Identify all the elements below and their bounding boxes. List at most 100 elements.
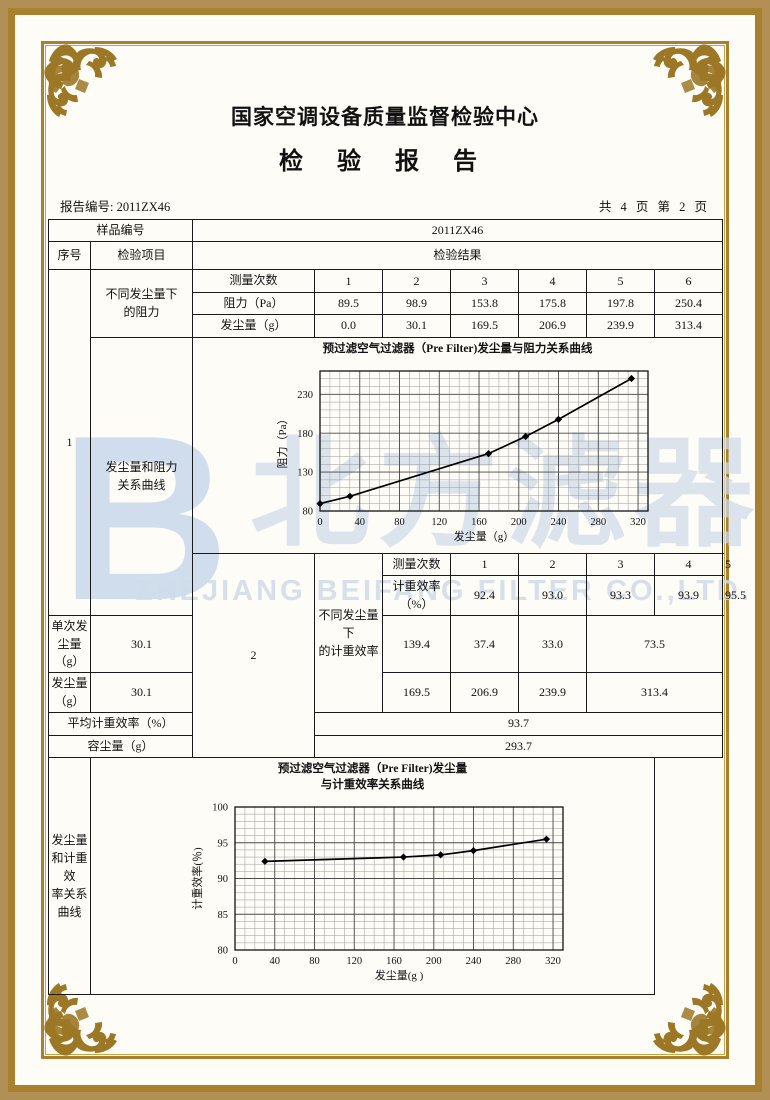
row-label-dust-capacity: 容尘量（g） xyxy=(47,734,194,758)
table-row: 1 不同发尘量下 的阻力 测量次数 1 2 3 4 5 6 xyxy=(48,269,724,617)
row-label-avg-efficiency: 平均计重效率（%） xyxy=(47,712,194,736)
row-label-count: 测量次数 xyxy=(192,269,316,293)
row-label-efficiency: 计重效率（%） xyxy=(382,575,452,617)
table-row-sample: 样品编号 2011ZX46 xyxy=(47,218,724,243)
seq-value-2: 2 xyxy=(192,553,316,758)
svg-text:阻力（Pa）: 阻力（Pa） xyxy=(276,414,289,469)
table-row: 平均计重效率（%） 93.7 xyxy=(47,712,724,736)
decorative-frame-inner-thin xyxy=(45,45,725,1055)
cell-dust: 313.4 xyxy=(654,314,724,338)
cell-dust-capacity: 293.7 xyxy=(314,734,724,758)
chart1-title: 预过滤空气过滤器（Pre Filter)发尘量与阻力关系曲线 xyxy=(322,342,593,355)
svg-text:240: 240 xyxy=(550,517,566,528)
svg-text:160: 160 xyxy=(386,956,402,967)
report-content: 国家空调设备质量监督检验中心 检 验 报 告 报告编号: 2011ZX46 共 … xyxy=(47,46,746,996)
svg-text:180: 180 xyxy=(297,429,313,440)
cell-resistance: 250.4 xyxy=(654,291,724,316)
curve2-label-line2: 率关系曲线 xyxy=(51,887,88,919)
cell-efficiency: 93.0 xyxy=(518,575,588,617)
cell-avg-efficiency: 93.7 xyxy=(314,712,724,736)
svg-text:240: 240 xyxy=(465,956,481,967)
svg-text:100: 100 xyxy=(212,803,228,814)
cell-count: 6 xyxy=(654,269,724,293)
corner-ornament-top-right xyxy=(643,35,735,127)
cell-dust2: 169.5 xyxy=(382,672,452,714)
cell-dust: 239.9 xyxy=(586,314,656,338)
svg-text:85: 85 xyxy=(217,910,228,921)
table-row-header: 序号 检验项目 检验结果 xyxy=(48,241,724,271)
svg-text:80: 80 xyxy=(309,956,320,967)
cell-count: 5 xyxy=(586,269,656,293)
item-name-dust-resistance-curve: 发尘量和阻力 关系曲线 xyxy=(89,336,194,617)
cell-dust: 169.5 xyxy=(450,314,520,338)
cell-efficiency: 93.3 xyxy=(586,575,656,617)
report-number: 报告编号: 2011ZX46 xyxy=(60,200,171,214)
svg-text:0: 0 xyxy=(232,956,237,967)
svg-text:0: 0 xyxy=(317,517,322,528)
curve2-label-line1: 发尘量和计重效 xyxy=(51,833,88,883)
svg-text:280: 280 xyxy=(590,517,606,528)
header-item: 检验项目 xyxy=(89,241,194,271)
table-row: 容尘量（g） 293.7 xyxy=(47,734,724,758)
svg-text:40: 40 xyxy=(354,517,365,528)
report-meta-row: 报告编号: 2011ZX46 共 4 页 第 2 页 xyxy=(48,196,722,217)
svg-text:160: 160 xyxy=(471,517,487,528)
header-seq: 序号 xyxy=(48,241,91,271)
svg-text:200: 200 xyxy=(510,517,526,528)
decorative-frame-inner xyxy=(41,41,729,1059)
svg-text:200: 200 xyxy=(425,956,441,967)
page-indicator: 共 4 页 第 2 页 xyxy=(598,200,710,214)
page-title: 检 验 报 告 xyxy=(279,149,491,175)
item-name-efficiency-line1: 不同发尘量下 xyxy=(318,608,379,641)
cell-count: 2 xyxy=(382,269,452,293)
chart2-title-line1: 预过滤空气过滤器（Pre Filter)发尘量 xyxy=(277,762,468,775)
corner-ornament-top-left xyxy=(35,35,127,127)
item-name-resistance: 不同发尘量下 的阻力 xyxy=(89,269,194,338)
svg-text:230: 230 xyxy=(297,390,313,401)
item-name-resistance-line2: 的阻力 xyxy=(123,305,160,320)
chart-cell-efficiency: 预过滤空气过滤器（Pre Filter)发尘量 与计重效率关系曲线 0 40 80 1… xyxy=(89,756,656,996)
svg-text:120: 120 xyxy=(346,956,362,967)
curve1-label-line1: 发尘量和阻力 xyxy=(105,460,178,475)
svg-text:发尘量（g）: 发尘量（g） xyxy=(453,529,514,543)
organization-title: 国家空调设备质量监督检验中心 xyxy=(231,105,539,129)
corner-ornament-bottom-right xyxy=(643,973,735,1065)
cell-count2: 1 xyxy=(450,553,520,577)
corner-ornament-bottom-left xyxy=(35,973,127,1065)
table-row: 发尘量（g） 0.0 30.1 169.5 206.9 239.9 313.4 xyxy=(49,314,724,338)
svg-text:320: 320 xyxy=(630,517,646,528)
chart2-title-line2: 与计重效率关系曲线 xyxy=(320,778,425,791)
chart2-title: 预过滤空气过滤器（Pre Filter)发尘量 与计重效率关系曲线 xyxy=(93,762,652,793)
svg-text:95: 95 xyxy=(217,838,228,849)
cell-single-dust: 73.5 xyxy=(586,615,724,674)
table-row: 发尘量（g） 30.1 169.5 206.9 239.9 313.4 xyxy=(48,672,724,714)
cell-single-dust: 37.4 xyxy=(450,615,520,674)
cell-dust2: 239.9 xyxy=(518,672,588,714)
row-label-resistance: 阻力（Pa） xyxy=(192,291,316,316)
cell-count2: 4 xyxy=(654,553,724,577)
svg-text:90: 90 xyxy=(217,874,228,885)
row-label-dust: 发尘量（g） xyxy=(192,314,316,338)
row-label-dust2: 发尘量（g） xyxy=(48,672,91,714)
item-name-efficiency: 不同发尘量下 的计重效率 xyxy=(314,553,384,714)
svg-text:80: 80 xyxy=(217,946,228,957)
cell-count: 3 xyxy=(450,269,520,293)
item-name-resistance-line1: 不同发尘量下 xyxy=(105,287,178,302)
cell-efficiency: 93.9 xyxy=(654,575,724,617)
table-row-chart1: 发尘量和阻力 关系曲线 预过滤空气过滤器（Pre Filter)发尘量与阻力关系… xyxy=(49,336,724,617)
cell-dust: 30.1 xyxy=(382,314,452,338)
cell-count: 4 xyxy=(518,269,588,293)
svg-text:80: 80 xyxy=(394,517,405,528)
cell-resistance: 153.8 xyxy=(450,291,520,316)
chart-resistance-vs-dust: 0 40 80 120 160 200 240 280 320 80 130 180 230 发尘量（g）… xyxy=(276,370,649,543)
cell-dust2: 313.4 xyxy=(586,672,724,714)
cell-count2: 3 xyxy=(586,553,656,577)
cell-dust: 206.9 xyxy=(518,314,588,338)
cell-resistance: 89.5 xyxy=(314,291,384,316)
svg-text:120: 120 xyxy=(431,517,447,528)
chart-efficiency-vs-dust: 0 40 80 120 160 200 240 280 320 80 85 90 95 100 发尘量(g … xyxy=(190,803,564,982)
svg-text:80: 80 xyxy=(302,507,313,518)
svg-text:280: 280 xyxy=(505,956,521,967)
table-row-chart2: 发尘量和计重效 率关系曲线 预过滤空气过滤器（Pre Filter)发尘量 与计… xyxy=(48,756,723,996)
